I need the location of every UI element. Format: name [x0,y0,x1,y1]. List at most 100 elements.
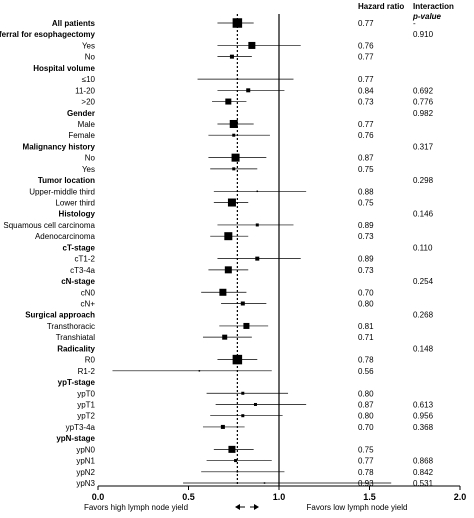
forest-row: No 0.87 [85,153,374,163]
forest-row: Adenocarcinoma 0.73 [35,232,374,241]
hr-marker [243,322,250,329]
subgroup-label: Transhiatal [56,333,96,342]
forest-row: No 0.77 [85,53,374,62]
hr-marker [241,414,245,418]
forest-row: ypT0 0.80 [77,389,374,398]
x-tick-label: 1.0 [273,492,286,502]
forest-row: All patients 0.77 - [52,18,416,28]
pvalue-column-header: p-value [412,12,442,21]
interaction-p-value: 0.531 [413,479,434,488]
interaction-p-value: 0.982 [413,109,434,118]
forest-row: Hospital volume [33,64,95,73]
forest-row: Referral for esophagectomy 0.910 [0,30,434,39]
x-axis: 0.0 0.5 1.0 1.5 2.0 [92,485,466,502]
hr-value: 0.89 [358,221,374,230]
forest-row: Surgical approach 0.268 [25,311,433,320]
hr-value: 0.77 [358,53,374,62]
subgroup-label: ypN3 [76,479,95,488]
forest-row: >20 0.73 0.776 [81,98,433,107]
hr-marker [229,119,238,128]
subgroup-label: cN0 [81,288,96,297]
interaction-p-value: 0.613 [413,400,434,409]
hr-value: 0.73 [358,266,374,275]
hr-value: 0.80 [358,300,374,309]
subgroup-label: ≤10 [82,75,96,84]
hr-column-header: Hazard ratio [358,2,404,11]
forest-row: Female 0.76 [68,131,374,140]
interaction-p-value: 0.110 [413,243,433,252]
hr-value: 0.75 [358,165,374,174]
arrows-icon [235,504,259,510]
hr-value: 0.81 [358,322,374,331]
forest-row: ypT3-4a 0.70 0.368 [66,423,434,432]
forest-row: cN-stage 0.254 [61,277,433,286]
subgroup-label: Adenocarcinoma [35,232,96,241]
hr-value: 0.70 [358,288,374,297]
subgroup-label: cN+ [81,300,96,309]
forest-row: cN+ 0.80 [81,300,375,309]
forest-row: Radicality 0.148 [57,344,433,353]
interaction-p-value: 0.956 [413,412,434,421]
hr-value: 0.75 [358,199,374,208]
hr-marker [246,88,251,93]
favors-left-label: Favors high lymph node yield [84,503,188,512]
plot-area [236,14,280,486]
group-label: Surgical approach [25,311,95,320]
hr-marker [256,190,259,193]
subgroup-label: ypN2 [76,468,95,477]
forest-row: cT1-2 0.89 [75,255,375,264]
subgroup-label: ypT1 [77,400,95,409]
forest-row: Yes 0.75 [82,165,374,174]
forest-row: Squamous cell carcinoma 0.89 [3,221,374,230]
subgroup-label: Squamous cell carcinoma [3,221,95,230]
hr-value: 0.78 [358,356,374,365]
group-label: Malignancy history [23,142,96,151]
hr-marker [263,482,266,484]
hr-marker [255,256,260,261]
column-headers: Hazard ratio Interaction p-value [358,2,454,21]
forest-row: Malignancy history 0.317 [23,142,434,151]
forest-row: cT3-4a 0.73 [70,266,374,275]
forest-row: Male 0.77 [78,119,374,129]
hr-marker [231,153,240,162]
forest-row: Gender 0.982 [67,109,434,118]
hr-value: 0.71 [358,333,374,342]
hr-marker [241,391,245,395]
group-label: Histology [59,210,96,219]
hr-marker [219,288,227,296]
subgroup-label: R1-2 [78,367,96,376]
hr-marker [255,223,259,227]
group-label: Tumor location [38,176,95,185]
forest-row: ypT2 0.80 0.956 [77,412,433,421]
forest-row: Upper-middle third 0.88 [29,187,374,196]
hr-value: 0.77 [358,120,374,129]
hr-marker [220,424,225,429]
x-tick-label: 0.0 [92,492,105,502]
x-tick-label: 1.5 [363,492,376,502]
subgroup-label: R0 [85,356,96,365]
forest-row: cN0 0.70 [81,288,374,297]
hr-marker [228,445,236,453]
forest-row: 11-20 0.84 0.692 [75,86,433,95]
x-tick-label: 0.5 [182,492,195,502]
hr-marker [224,266,232,274]
group-label: cT-stage [63,243,96,252]
hr-value: 0.73 [358,98,374,107]
forest-row: ypT1 0.87 0.613 [77,400,433,409]
hr-value: 0.77 [358,75,374,84]
hr-marker [248,41,256,49]
subgroup-label: 11-20 [75,86,95,95]
forest-row: cT-stage 0.110 [63,243,433,252]
group-label: cN-stage [61,277,95,286]
interaction-p-value: 0.317 [413,142,434,151]
hr-marker [232,133,236,137]
interaction-p-value: 0.842 [413,468,434,477]
hr-marker [234,459,238,463]
hr-value: 0.56 [358,367,374,376]
hr-marker [198,370,201,372]
subgroup-label: ypT0 [77,389,95,398]
hr-value: 0.93 [358,479,374,488]
interaction-p-value: 0.148 [413,344,434,353]
forest-row: ypN3 0.93 0.531 [76,479,433,488]
